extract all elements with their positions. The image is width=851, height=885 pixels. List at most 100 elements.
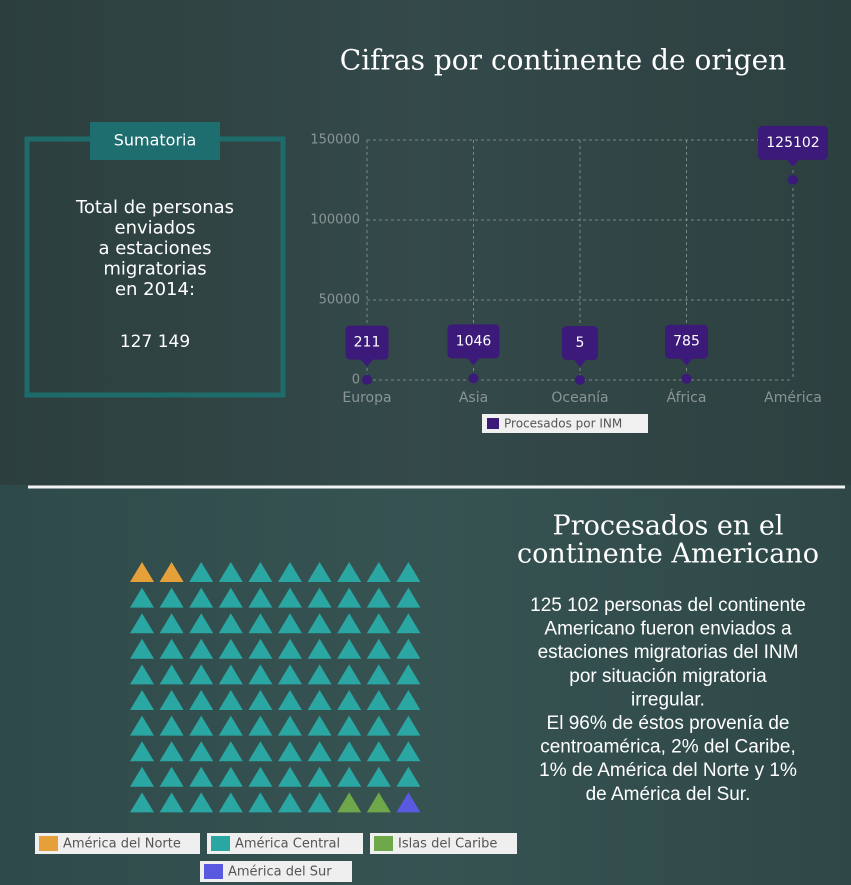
point xyxy=(362,374,372,385)
triangle xyxy=(396,741,421,762)
description-line: de América del Sur. xyxy=(586,784,751,805)
y-tick-label: 0 xyxy=(352,373,360,388)
triangle xyxy=(130,613,154,634)
triangle xyxy=(189,741,214,762)
triangle xyxy=(130,562,154,582)
triangle xyxy=(248,741,273,762)
triangle xyxy=(396,690,421,710)
triangle xyxy=(218,792,243,813)
triangle xyxy=(189,613,214,634)
triangle xyxy=(189,587,214,608)
triangle xyxy=(337,690,362,710)
triangle xyxy=(396,562,421,582)
triangle xyxy=(396,613,421,634)
triangle xyxy=(278,741,302,762)
callout xyxy=(345,325,389,367)
legend-swatch xyxy=(487,418,499,429)
legend-box xyxy=(370,833,517,854)
triangle xyxy=(278,562,302,582)
triangle xyxy=(307,690,332,710)
triangle xyxy=(278,766,302,787)
triangle xyxy=(337,664,362,685)
triangle xyxy=(248,638,273,659)
legend-label: América del Sur xyxy=(228,865,332,880)
triangle xyxy=(189,766,214,787)
legend-swatch xyxy=(211,836,230,851)
triangle xyxy=(248,766,273,787)
triangle xyxy=(218,690,243,710)
waffle-group xyxy=(130,562,421,813)
triangle xyxy=(189,664,214,685)
triangle xyxy=(159,587,184,608)
point xyxy=(788,174,798,185)
triangle xyxy=(130,766,154,787)
summary-line: a estaciones xyxy=(98,238,211,259)
triangle xyxy=(366,766,391,787)
triangle xyxy=(307,766,332,787)
triangle xyxy=(159,766,184,787)
point xyxy=(468,373,479,384)
triangle xyxy=(130,587,154,608)
triangle xyxy=(159,562,184,582)
triangle xyxy=(218,562,243,582)
triangle xyxy=(337,562,362,582)
triangle xyxy=(159,638,184,659)
chart-title: Cifras por continente de origen xyxy=(340,44,786,77)
triangle xyxy=(218,587,243,608)
triangle xyxy=(396,638,421,659)
triangle xyxy=(218,638,243,659)
summary-line: enviados xyxy=(115,218,196,239)
triangle xyxy=(159,715,184,736)
triangle xyxy=(396,766,421,787)
y-tick-label: 150000 xyxy=(310,133,360,148)
triangle xyxy=(248,664,273,685)
background-bottom xyxy=(0,485,851,885)
triangle xyxy=(366,690,391,710)
triangle xyxy=(130,792,154,813)
triangle xyxy=(307,715,332,736)
triangle xyxy=(337,715,362,736)
triangle xyxy=(218,715,243,736)
triangle xyxy=(396,587,421,608)
legend-box xyxy=(207,833,363,854)
triangle xyxy=(189,690,214,710)
triangle xyxy=(248,562,273,582)
triangle xyxy=(218,741,243,762)
triangle xyxy=(307,613,332,634)
triangle xyxy=(189,792,214,813)
triangle xyxy=(366,741,391,762)
triangle xyxy=(130,638,154,659)
point xyxy=(681,373,692,384)
x-tick-label: Oceanía xyxy=(551,390,608,406)
description-line: Americano fueron enviados a xyxy=(544,619,792,640)
legend-swatch xyxy=(204,864,223,879)
triangle xyxy=(248,587,273,608)
triangle xyxy=(366,715,391,736)
x-tick-label: África xyxy=(667,389,707,406)
triangle xyxy=(159,664,184,685)
triangle xyxy=(130,690,154,710)
summary-line: Total de personas xyxy=(75,197,234,218)
legend-box xyxy=(482,414,648,433)
legend-swatch xyxy=(374,836,393,851)
legend-swatch xyxy=(39,836,58,851)
section-title: Procesados en el xyxy=(553,511,784,542)
triangle xyxy=(307,741,332,762)
callout xyxy=(447,324,500,366)
data-label: 785 xyxy=(673,334,700,350)
callout xyxy=(665,324,708,366)
description-line: irregular. xyxy=(631,689,705,710)
triangle xyxy=(218,766,243,787)
triangle xyxy=(307,587,332,608)
triangle xyxy=(278,792,302,813)
summary-line: migratorias xyxy=(103,259,206,280)
data-label: 211 xyxy=(354,335,381,351)
triangle xyxy=(307,664,332,685)
description-line: 1% de América del Norte y 1% xyxy=(539,760,797,781)
summary-line: en 2014: xyxy=(115,279,195,300)
y-tick-label: 50000 xyxy=(319,293,360,308)
triangle xyxy=(159,690,184,710)
description-line: por situación migratoria xyxy=(569,666,767,687)
legend-box xyxy=(35,833,200,854)
triangle xyxy=(307,638,332,659)
